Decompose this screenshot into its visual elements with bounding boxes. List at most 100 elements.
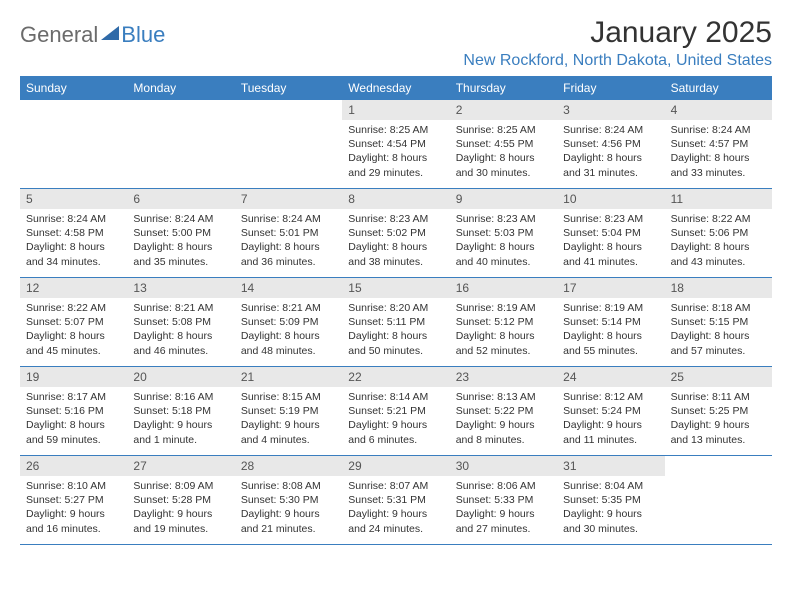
location-text: New Rockford, North Dakota, United State… [463,52,772,70]
day-details: Sunrise: 8:16 AMSunset: 5:18 PMDaylight:… [127,387,234,452]
day-header-row: SundayMondayTuesdayWednesdayThursdayFrid… [20,76,772,100]
calendar-grid: SundayMondayTuesdayWednesdayThursdayFrid… [20,76,772,545]
day-number: 13 [127,278,234,298]
day-cell: 23Sunrise: 8:13 AMSunset: 5:22 PMDayligh… [450,367,557,455]
day-details: Sunrise: 8:23 AMSunset: 5:02 PMDaylight:… [342,209,449,274]
day-details: Sunrise: 8:17 AMSunset: 5:16 PMDaylight:… [20,387,127,452]
day-cell: 14Sunrise: 8:21 AMSunset: 5:09 PMDayligh… [235,278,342,366]
day-details: Sunrise: 8:24 AMSunset: 5:01 PMDaylight:… [235,209,342,274]
day-cell: 12Sunrise: 8:22 AMSunset: 5:07 PMDayligh… [20,278,127,366]
day-number: 27 [127,456,234,476]
day-number: 6 [127,189,234,209]
day-number: 14 [235,278,342,298]
day-header-cell: Friday [557,76,664,100]
day-cell: 21Sunrise: 8:15 AMSunset: 5:19 PMDayligh… [235,367,342,455]
day-cell: 19Sunrise: 8:17 AMSunset: 5:16 PMDayligh… [20,367,127,455]
day-number: 4 [665,100,772,120]
day-details: Sunrise: 8:20 AMSunset: 5:11 PMDaylight:… [342,298,449,363]
day-details: Sunrise: 8:25 AMSunset: 4:55 PMDaylight:… [450,120,557,185]
day-number: 29 [342,456,449,476]
day-cell: 27Sunrise: 8:09 AMSunset: 5:28 PMDayligh… [127,456,234,544]
day-number: 9 [450,189,557,209]
weeks-container: 1Sunrise: 8:25 AMSunset: 4:54 PMDaylight… [20,100,772,545]
day-cell: 7Sunrise: 8:24 AMSunset: 5:01 PMDaylight… [235,189,342,277]
week-row: 26Sunrise: 8:10 AMSunset: 5:27 PMDayligh… [20,456,772,545]
month-title: January 2025 [463,16,772,50]
day-header-cell: Saturday [665,76,772,100]
day-number: 1 [342,100,449,120]
day-number: 23 [450,367,557,387]
day-details: Sunrise: 8:19 AMSunset: 5:14 PMDaylight:… [557,298,664,363]
day-details: Sunrise: 8:18 AMSunset: 5:15 PMDaylight:… [665,298,772,363]
day-details: Sunrise: 8:09 AMSunset: 5:28 PMDaylight:… [127,476,234,541]
day-cell: 6Sunrise: 8:24 AMSunset: 5:00 PMDaylight… [127,189,234,277]
day-cell: 17Sunrise: 8:19 AMSunset: 5:14 PMDayligh… [557,278,664,366]
day-header-cell: Monday [127,76,234,100]
day-details: Sunrise: 8:10 AMSunset: 5:27 PMDaylight:… [20,476,127,541]
day-cell: 29Sunrise: 8:07 AMSunset: 5:31 PMDayligh… [342,456,449,544]
day-cell: 24Sunrise: 8:12 AMSunset: 5:24 PMDayligh… [557,367,664,455]
day-details: Sunrise: 8:12 AMSunset: 5:24 PMDaylight:… [557,387,664,452]
day-cell: 31Sunrise: 8:04 AMSunset: 5:35 PMDayligh… [557,456,664,544]
day-details: Sunrise: 8:11 AMSunset: 5:25 PMDaylight:… [665,387,772,452]
day-details: Sunrise: 8:21 AMSunset: 5:09 PMDaylight:… [235,298,342,363]
day-number: 19 [20,367,127,387]
day-number: 18 [665,278,772,298]
logo: General Blue [20,16,165,48]
day-cell: 30Sunrise: 8:06 AMSunset: 5:33 PMDayligh… [450,456,557,544]
day-number: 16 [450,278,557,298]
day-details: Sunrise: 8:25 AMSunset: 4:54 PMDaylight:… [342,120,449,185]
day-cell: 11Sunrise: 8:22 AMSunset: 5:06 PMDayligh… [665,189,772,277]
day-details: Sunrise: 8:07 AMSunset: 5:31 PMDaylight:… [342,476,449,541]
day-number: 11 [665,189,772,209]
day-header-cell: Thursday [450,76,557,100]
day-cell: 20Sunrise: 8:16 AMSunset: 5:18 PMDayligh… [127,367,234,455]
empty-cell [20,100,127,188]
day-number: 30 [450,456,557,476]
day-number: 8 [342,189,449,209]
day-number: 26 [20,456,127,476]
day-cell: 16Sunrise: 8:19 AMSunset: 5:12 PMDayligh… [450,278,557,366]
day-cell: 3Sunrise: 8:24 AMSunset: 4:56 PMDaylight… [557,100,664,188]
day-cell: 22Sunrise: 8:14 AMSunset: 5:21 PMDayligh… [342,367,449,455]
day-details: Sunrise: 8:24 AMSunset: 4:57 PMDaylight:… [665,120,772,185]
day-details: Sunrise: 8:22 AMSunset: 5:06 PMDaylight:… [665,209,772,274]
day-details: Sunrise: 8:23 AMSunset: 5:03 PMDaylight:… [450,209,557,274]
day-details: Sunrise: 8:24 AMSunset: 4:58 PMDaylight:… [20,209,127,274]
day-details: Sunrise: 8:15 AMSunset: 5:19 PMDaylight:… [235,387,342,452]
day-details: Sunrise: 8:13 AMSunset: 5:22 PMDaylight:… [450,387,557,452]
day-number: 2 [450,100,557,120]
day-details: Sunrise: 8:04 AMSunset: 5:35 PMDaylight:… [557,476,664,541]
day-number: 3 [557,100,664,120]
week-row: 19Sunrise: 8:17 AMSunset: 5:16 PMDayligh… [20,367,772,456]
day-cell: 26Sunrise: 8:10 AMSunset: 5:27 PMDayligh… [20,456,127,544]
day-cell: 18Sunrise: 8:18 AMSunset: 5:15 PMDayligh… [665,278,772,366]
day-header-cell: Wednesday [342,76,449,100]
day-cell: 8Sunrise: 8:23 AMSunset: 5:02 PMDaylight… [342,189,449,277]
day-cell: 2Sunrise: 8:25 AMSunset: 4:55 PMDaylight… [450,100,557,188]
day-header-cell: Sunday [20,76,127,100]
day-number: 17 [557,278,664,298]
day-cell: 4Sunrise: 8:24 AMSunset: 4:57 PMDaylight… [665,100,772,188]
calendar-page: General Blue January 2025 New Rockford, … [0,0,792,561]
day-details: Sunrise: 8:21 AMSunset: 5:08 PMDaylight:… [127,298,234,363]
day-cell: 25Sunrise: 8:11 AMSunset: 5:25 PMDayligh… [665,367,772,455]
day-number: 28 [235,456,342,476]
day-header-cell: Tuesday [235,76,342,100]
day-cell: 13Sunrise: 8:21 AMSunset: 5:08 PMDayligh… [127,278,234,366]
title-block: January 2025 New Rockford, North Dakota,… [463,16,772,70]
day-cell: 5Sunrise: 8:24 AMSunset: 4:58 PMDaylight… [20,189,127,277]
day-details: Sunrise: 8:22 AMSunset: 5:07 PMDaylight:… [20,298,127,363]
logo-word-1: General [20,22,98,48]
week-row: 5Sunrise: 8:24 AMSunset: 4:58 PMDaylight… [20,189,772,278]
day-details: Sunrise: 8:24 AMSunset: 4:56 PMDaylight:… [557,120,664,185]
header: General Blue January 2025 New Rockford, … [20,16,772,70]
day-details: Sunrise: 8:23 AMSunset: 5:04 PMDaylight:… [557,209,664,274]
day-details: Sunrise: 8:06 AMSunset: 5:33 PMDaylight:… [450,476,557,541]
day-number: 22 [342,367,449,387]
day-number: 10 [557,189,664,209]
day-cell: 10Sunrise: 8:23 AMSunset: 5:04 PMDayligh… [557,189,664,277]
day-number: 15 [342,278,449,298]
logo-word-2: Blue [121,22,165,48]
day-cell: 28Sunrise: 8:08 AMSunset: 5:30 PMDayligh… [235,456,342,544]
